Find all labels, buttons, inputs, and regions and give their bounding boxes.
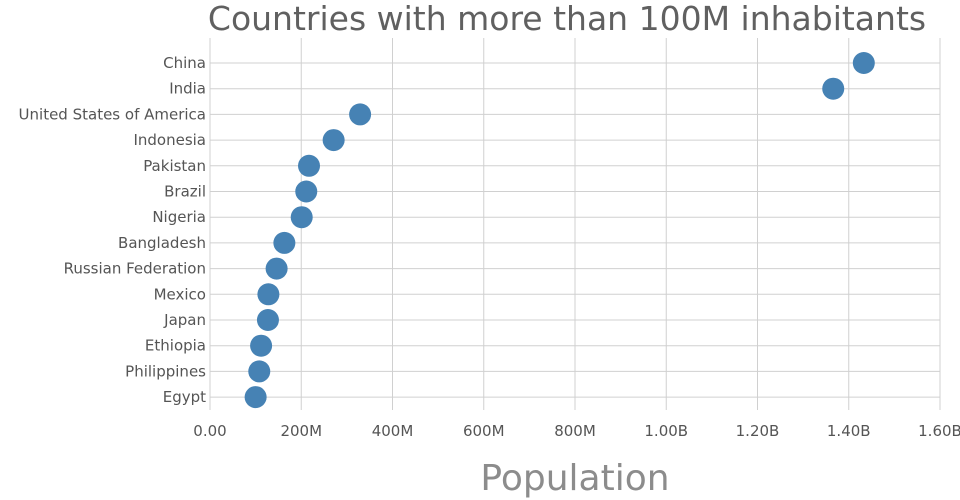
y-tick-label: India <box>169 80 206 98</box>
y-tick-label: Philippines <box>125 362 206 380</box>
x-tick-label: 1.40B <box>827 422 871 440</box>
x-tick-labels: 0.00 200M 400M 600M 800M 1.00B 1.20B 1.40B 1.60B <box>193 422 960 440</box>
x-tick-label: 0.00 <box>193 422 226 440</box>
data-point: Bangladesh <box>273 231 296 254</box>
data-point: Russian Federation <box>265 257 288 280</box>
y-tick-label: United States of America <box>19 105 206 123</box>
y-tick-label: Indonesia <box>133 131 206 149</box>
y-tick-label: Russian Federation <box>64 260 206 278</box>
data-point: Brazil <box>295 180 318 203</box>
data-point: Mexico <box>257 283 280 306</box>
data-point: China <box>852 52 875 74</box>
y-tick-labels: China India United States of America Indone… <box>19 54 207 406</box>
data-point: Philippines <box>248 360 271 383</box>
y-tick-label: Bangladesh <box>118 234 206 252</box>
data-point: Indonesia <box>322 129 345 152</box>
y-tick-label: Mexico <box>154 285 206 303</box>
y-tick-label: Egypt <box>163 388 206 406</box>
x-tick-label: 200M <box>280 422 322 440</box>
y-tick-label: China <box>163 54 206 72</box>
data-point: Pakistan <box>298 154 321 177</box>
data-point: United States of America <box>349 103 372 126</box>
data-points: China India United States of AmericaIndone… <box>244 52 875 409</box>
y-tick-label: Ethiopia <box>145 337 206 355</box>
x-tick-label: 1.60B <box>918 422 960 440</box>
data-point: Nigeria <box>290 206 313 229</box>
x-tick-label: 400M <box>372 422 414 440</box>
data-point: Ethiopia <box>250 334 273 357</box>
data-point: India <box>822 77 845 100</box>
y-tick-label: Pakistan <box>143 157 206 175</box>
y-tick-label: Nigeria <box>152 208 206 226</box>
grid-layer <box>209 38 941 410</box>
data-point: Egypt <box>244 386 267 409</box>
x-tick-label: 1.20B <box>736 422 780 440</box>
x-tick-label: 600M <box>463 422 505 440</box>
y-tick-label: Japan <box>163 311 206 329</box>
y-tick-label: Brazil <box>164 183 206 201</box>
x-tick-label: 800M <box>554 422 596 440</box>
data-point: Japan <box>256 309 279 331</box>
x-axis-label: Population <box>480 458 669 499</box>
chart-title: Countries with more than 100M inhabitant… <box>208 0 926 38</box>
x-tick-label: 1.00B <box>644 422 688 440</box>
